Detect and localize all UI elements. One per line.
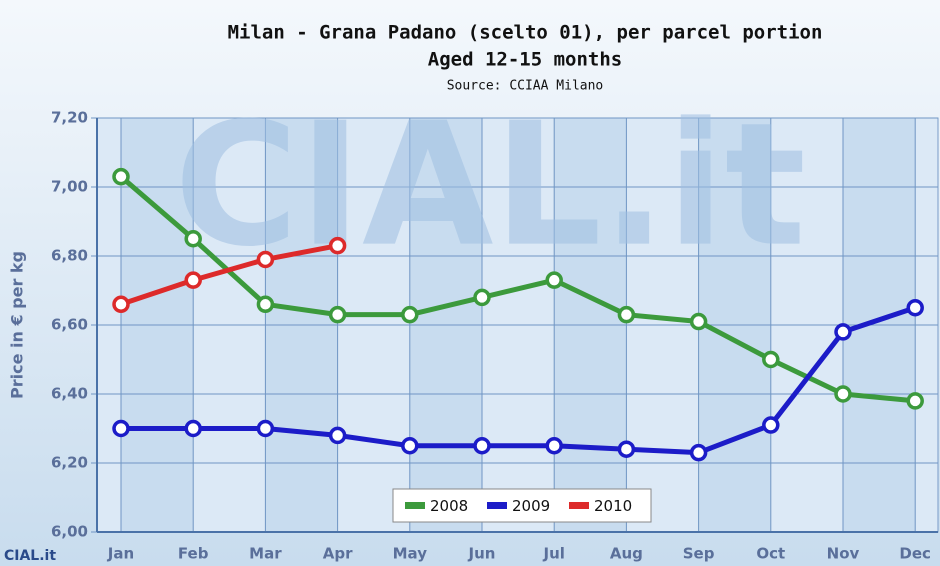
legend-label: 2008 <box>430 497 468 515</box>
data-point <box>328 236 347 255</box>
x-tick-label: Nov <box>827 545 860 563</box>
x-tick-label: Jun <box>468 545 496 563</box>
data-point <box>473 288 491 307</box>
legend-swatch <box>487 502 507 509</box>
x-tick-label: Aug <box>610 545 643 563</box>
data-point <box>401 437 419 455</box>
data-point <box>762 350 780 369</box>
data-point <box>906 299 924 317</box>
data-point <box>184 271 202 289</box>
data-point <box>834 385 852 403</box>
legend-label: 2009 <box>512 497 550 515</box>
chart-title: Milan - Grana Padano (scelto 01), per pa… <box>228 22 823 44</box>
data-point <box>545 437 563 455</box>
x-tick-label: Mar <box>249 545 282 563</box>
data-point <box>112 419 130 438</box>
data-point <box>689 443 708 462</box>
watermark: CIAL.it <box>174 87 806 285</box>
y-tick-label: 6,60 <box>51 316 88 334</box>
data-point <box>401 305 419 324</box>
x-tick-label: Feb <box>178 545 209 563</box>
data-point <box>112 295 130 314</box>
data-point <box>256 250 275 269</box>
x-tick-label: May <box>393 545 428 563</box>
y-axis-label: Price in € per kg <box>8 251 27 399</box>
legend-swatch <box>405 502 425 509</box>
x-tick-label: Jan <box>107 545 134 563</box>
y-tick-label: 6,20 <box>51 454 88 472</box>
data-point <box>256 419 275 438</box>
data-point <box>617 440 636 458</box>
data-point <box>184 230 202 248</box>
chart-subtitle: Aged 12-15 months <box>428 49 622 71</box>
x-tick-label: Oct <box>756 545 785 563</box>
y-tick-label: 6,80 <box>51 247 88 265</box>
data-point <box>112 167 130 186</box>
data-point <box>184 419 202 438</box>
y-tick-label: 7,20 <box>51 109 88 127</box>
series-line <box>121 305 916 456</box>
legend-swatch <box>569 502 589 509</box>
data-point <box>473 437 491 455</box>
y-tick-label: 6,40 <box>51 385 88 403</box>
series-line <box>120 243 339 307</box>
data-point <box>762 416 780 434</box>
logo: CIAL.it <box>4 548 56 564</box>
x-tick-label: Dec <box>899 545 931 563</box>
legend-label: 2010 <box>594 497 632 515</box>
y-tick-label: 6,00 <box>51 523 88 541</box>
data-point <box>906 392 924 410</box>
data-point <box>689 312 708 331</box>
chart-source: Source: CCIAA Milano <box>447 79 604 94</box>
data-point <box>256 295 275 314</box>
legend <box>392 488 652 523</box>
data-point <box>545 271 563 289</box>
y-tick-label: 7,00 <box>51 178 88 196</box>
x-tick-label: Apr <box>323 545 353 563</box>
data-point <box>328 305 347 324</box>
data-point <box>617 305 636 324</box>
data-point <box>328 426 347 445</box>
x-tick-label: Sep <box>683 545 715 563</box>
x-tick-label: Jul <box>542 545 564 563</box>
series-line <box>119 174 916 404</box>
data-point <box>834 323 852 341</box>
